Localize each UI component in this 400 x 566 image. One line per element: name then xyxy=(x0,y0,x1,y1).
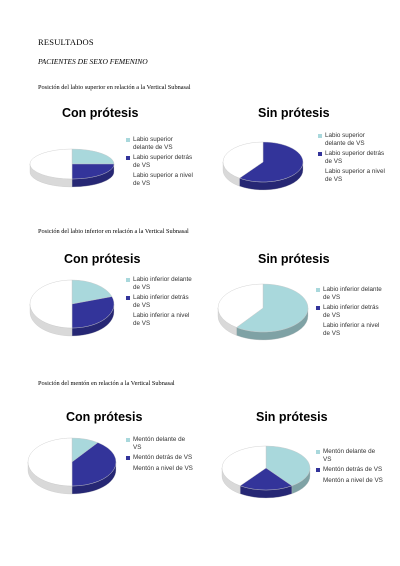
pie-slice xyxy=(217,283,264,328)
section-title-upper-lip: Posición del labio superior en relación … xyxy=(38,84,191,91)
legend-label: Labio inferior detrás de VS xyxy=(323,304,379,319)
legend-swatch xyxy=(318,133,322,138)
pie-chart-lower-lip-with-prosthesis: Con prótesis Labio inferior delante de VS… xyxy=(26,252,196,352)
pie-svg xyxy=(221,445,311,499)
legend-swatch xyxy=(316,467,320,472)
legend-swatch xyxy=(316,323,320,328)
legend-swatch xyxy=(318,169,322,174)
pie-slice xyxy=(29,279,73,329)
pie-slice xyxy=(222,141,264,179)
legend-item: Labio inferior detrás de VS xyxy=(316,304,383,319)
legend-swatch xyxy=(126,313,130,318)
chart-legend: Mentón delante de VS Mentón detrás de VS M… xyxy=(126,436,193,475)
chart-title: Con prótesis xyxy=(64,252,141,266)
legend-item: Labio superior detrás de VS xyxy=(126,154,193,169)
pie-slice xyxy=(29,148,73,180)
legend-swatch xyxy=(126,466,130,470)
pie-slice xyxy=(71,296,115,329)
legend-swatch xyxy=(126,173,130,178)
pie-svg xyxy=(222,141,304,191)
legend-swatch xyxy=(316,449,320,454)
legend-label: Labio inferior a nivel de VS xyxy=(133,312,190,327)
legend-item: Mentón detrás de VS xyxy=(126,454,193,462)
legend-label: Labio superior delante de VS xyxy=(133,136,173,151)
chart-legend: Labio inferior delante de VS Labio inferi… xyxy=(126,276,193,330)
chart-title: Sin prótesis xyxy=(258,252,330,266)
section-title-chin: Posición del mentón en relación a la Ver… xyxy=(38,380,175,387)
pie-chart-chin-without-prosthesis: Sin prótesis Mentón delante de VS Mentón d… xyxy=(216,410,386,510)
legend-label: Labio inferior detrás de VS xyxy=(133,294,189,309)
legend-item: Labio superior delante de VS xyxy=(126,136,193,151)
chart-title: Sin prótesis xyxy=(258,106,330,120)
pie-slice xyxy=(71,148,115,165)
pie-chart-upper-lip-without-prosthesis: Sin prótesis Labio superior delante de VS… xyxy=(218,106,388,206)
page-heading: RESULTADOS xyxy=(38,37,94,47)
legend-swatch xyxy=(126,155,130,160)
legend-label: Mentón delante de VS xyxy=(133,436,186,451)
pie-slice xyxy=(27,437,73,487)
legend-item: Mentón delante de VS xyxy=(126,436,193,451)
pie-slice xyxy=(71,163,115,180)
chart-legend: Labio superior delante de VS Labio superi… xyxy=(126,136,193,190)
pie-svg xyxy=(27,437,117,495)
legend-swatch xyxy=(316,478,320,482)
legend-label: Labio superior a nivel de VS xyxy=(325,168,385,183)
legend-label: Labio superior a nivel de VS xyxy=(133,172,193,187)
legend-item: Labio superior delante de VS xyxy=(318,132,385,147)
legend-label: Labio superior detrás de VS xyxy=(133,154,193,169)
legend-swatch xyxy=(316,287,320,292)
legend-item: Labio superior a nivel de VS xyxy=(126,172,193,187)
legend-item: Labio inferior delante de VS xyxy=(316,286,383,301)
pie-svg xyxy=(29,279,115,337)
legend-item: Labio inferior a nivel de VS xyxy=(126,312,193,327)
legend-item: Labio inferior delante de VS xyxy=(126,276,193,291)
legend-label: Labio inferior a nivel de VS xyxy=(323,322,380,337)
pie-slice xyxy=(71,442,117,487)
pie-slice xyxy=(265,445,311,487)
section-title-lower-lip: Posición del labio inferior en relación … xyxy=(38,228,189,235)
legend-item: Labio superior a nivel de VS xyxy=(318,168,385,183)
pie-chart-chin-with-prosthesis: Con prótesis Mentón delante de VS Mentón d… xyxy=(26,410,196,510)
chart-title: Con prótesis xyxy=(66,410,143,424)
chart-title: Con prótesis xyxy=(62,106,139,120)
chart-legend: Labio superior delante de VS Labio superi… xyxy=(318,132,385,186)
legend-label: Mentón delante de VS xyxy=(323,448,376,463)
legend-item: Labio superior detrás de VS xyxy=(318,150,385,165)
legend-swatch xyxy=(318,151,322,156)
legend-swatch xyxy=(126,137,130,142)
chart-legend: Mentón delante de VS Mentón detrás de VS M… xyxy=(316,448,383,487)
legend-item: Mentón delante de VS xyxy=(316,448,383,463)
legend-label: Mentón detrás de VS xyxy=(323,466,383,473)
page-subheading: PACIENTES DE SEXO FEMENINO xyxy=(38,57,148,66)
pie-slice xyxy=(221,445,267,487)
legend-label: Labio inferior delante de VS xyxy=(133,276,192,291)
pie-slice xyxy=(236,283,309,333)
legend-label: Labio superior detrás de VS xyxy=(325,150,385,165)
legend-swatch xyxy=(126,455,130,460)
legend-label: Mentón a nivel de VS xyxy=(323,476,383,484)
chart-legend: Labio inferior delante de VS Labio inferi… xyxy=(316,286,383,340)
legend-item: Mentón detrás de VS xyxy=(316,466,383,474)
pie-slice xyxy=(71,279,113,305)
legend-swatch xyxy=(126,277,130,282)
legend-label: Mentón detrás de VS xyxy=(133,454,193,461)
legend-label: Mentón a nivel de VS xyxy=(133,464,193,472)
legend-item: Labio inferior a nivel de VS xyxy=(316,322,383,337)
pie-svg xyxy=(29,148,115,188)
legend-swatch xyxy=(316,305,320,310)
legend-label: Labio superior delante de VS xyxy=(325,132,365,147)
legend-item: Labio inferior detrás de VS xyxy=(126,294,193,309)
pie-chart-lower-lip-without-prosthesis: Sin prótesis Labio inferior delante de VS… xyxy=(216,252,386,352)
pie-svg xyxy=(217,283,309,341)
pie-chart-upper-lip-with-prosthesis: Con prótesis Labio superior delante de VS… xyxy=(26,106,196,206)
legend-swatch xyxy=(126,437,130,442)
pie-slice xyxy=(239,141,304,183)
legend-item: Mentón a nivel de VS xyxy=(126,465,193,473)
legend-swatch xyxy=(126,295,130,300)
pie-slice xyxy=(239,467,293,491)
legend-item: Mentón a nivel de VS xyxy=(316,477,383,485)
chart-title: Sin prótesis xyxy=(256,410,328,424)
legend-label: Labio inferior delante de VS xyxy=(323,286,382,301)
